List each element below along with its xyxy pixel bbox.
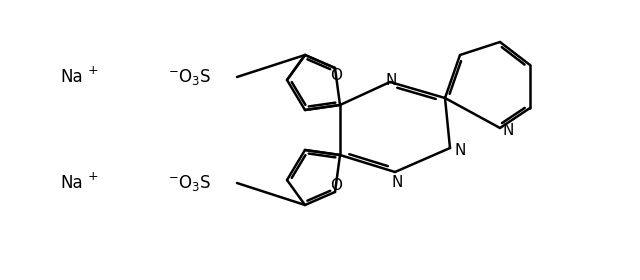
Text: +: + xyxy=(88,169,99,183)
Text: $\mathregular{^{-}O_3S}$: $\mathregular{^{-}O_3S}$ xyxy=(168,173,212,193)
Text: O: O xyxy=(330,67,342,83)
Text: $\mathregular{^{-}O_3S}$: $\mathregular{^{-}O_3S}$ xyxy=(168,67,212,87)
Text: N: N xyxy=(391,174,403,190)
Text: N: N xyxy=(385,73,397,88)
Text: N: N xyxy=(502,123,514,137)
Text: Na: Na xyxy=(60,174,83,192)
Text: Na: Na xyxy=(60,68,83,86)
Text: N: N xyxy=(454,143,466,158)
Text: +: + xyxy=(88,64,99,76)
Text: O: O xyxy=(330,178,342,193)
